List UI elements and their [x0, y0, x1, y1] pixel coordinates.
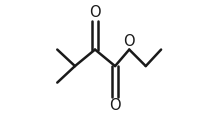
Text: O: O — [89, 5, 101, 21]
Text: O: O — [109, 97, 121, 113]
Text: O: O — [123, 34, 135, 49]
